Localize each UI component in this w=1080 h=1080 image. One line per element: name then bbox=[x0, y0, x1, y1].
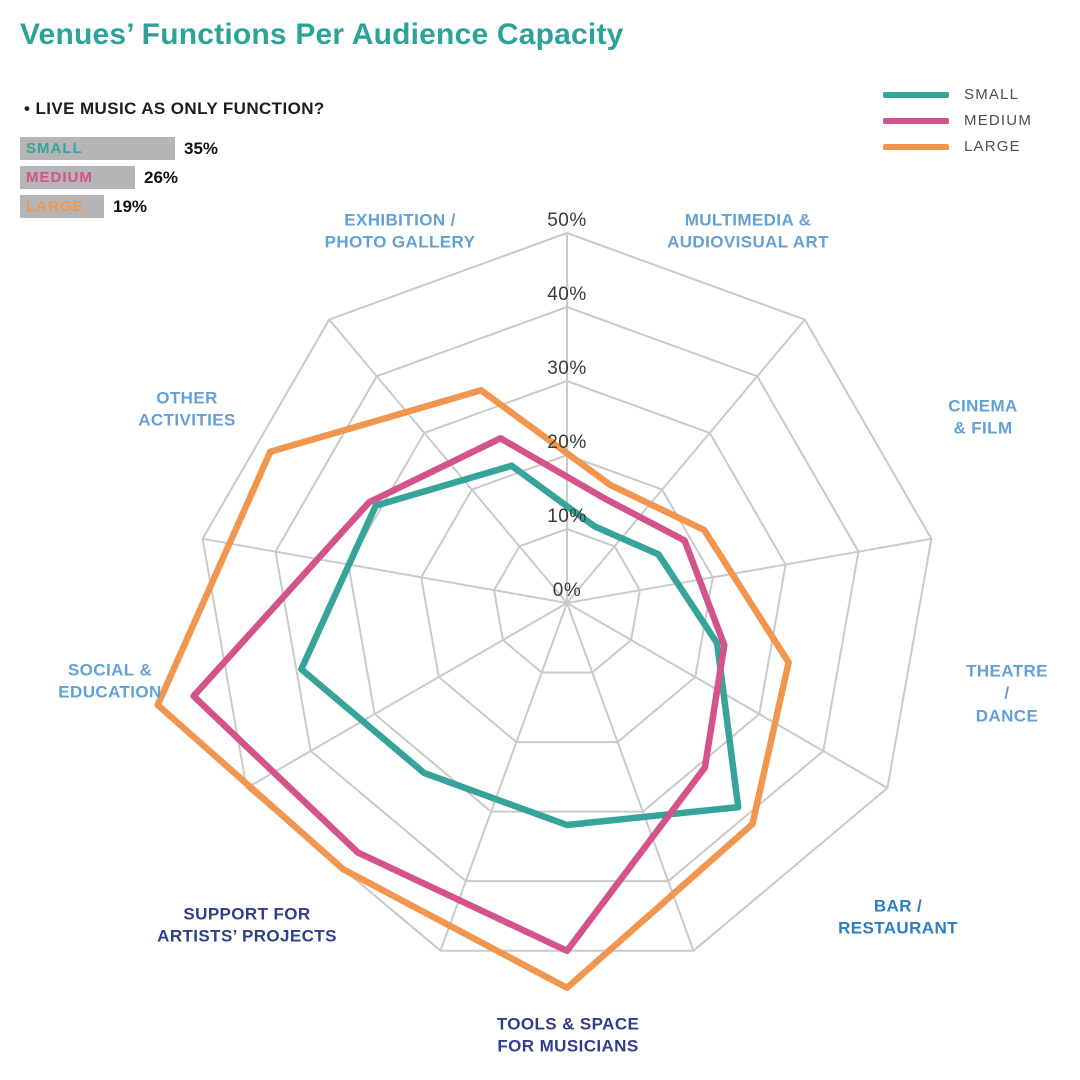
grid-spoke bbox=[566, 602, 695, 952]
grid-ring-10 bbox=[493, 527, 641, 674]
radial-tick-label-10pct: 10% bbox=[547, 506, 587, 527]
radial-tick-label-30pct: 30% bbox=[547, 358, 587, 379]
radial-tick-label-50pct: 50% bbox=[547, 210, 587, 231]
side-chart-heading: • LIVE MUSIC AS ONLY FUNCTION? bbox=[24, 99, 325, 118]
legend-label: LARGE bbox=[964, 138, 1021, 155]
bar-row-small: SMALL 35% bbox=[20, 137, 218, 160]
category-label-8: OTHER ACTIVITIES bbox=[138, 388, 236, 430]
series-polygon-small bbox=[298, 462, 742, 829]
bar-row-large: LARGE 19% bbox=[20, 195, 218, 218]
bar-label: SMALL bbox=[26, 140, 83, 157]
legend-item-small: SMALL bbox=[883, 86, 1032, 103]
grid-ring-20 bbox=[420, 453, 714, 744]
bar-medium: MEDIUM bbox=[20, 166, 135, 189]
radial-tick-label-40pct: 40% bbox=[547, 284, 587, 305]
legend-swatch-large bbox=[883, 143, 949, 150]
grid-ring-40 bbox=[274, 305, 860, 883]
category-label-2: CINEMA & FILM bbox=[948, 396, 1018, 438]
category-label-0: EXHIBITION / PHOTO GALLERY bbox=[324, 210, 476, 252]
bar-label: MEDIUM bbox=[26, 169, 93, 186]
legend-item-large: LARGE bbox=[883, 138, 1032, 155]
page-title: Venues’ Functions Per Audience Capacity bbox=[20, 18, 624, 51]
series-polygon-large bbox=[154, 387, 792, 992]
category-label-3: THEATRE / DANCE bbox=[966, 661, 1048, 726]
legend-item-medium: MEDIUM bbox=[883, 112, 1033, 129]
bar-row-medium: MEDIUM 26% bbox=[20, 166, 218, 189]
grid-spoke bbox=[439, 602, 568, 952]
radial-tick-label-20pct: 20% bbox=[547, 432, 587, 453]
legend-label: SMALL bbox=[964, 86, 1020, 103]
grid-spoke bbox=[202, 537, 568, 604]
category-label-1: MULTIMEDIA & AUDIOVISUAL ART bbox=[667, 210, 829, 252]
bar-value: 19% bbox=[113, 196, 148, 216]
bar-value: 35% bbox=[184, 138, 219, 158]
bar-small: SMALL bbox=[20, 137, 175, 160]
grid-spoke bbox=[246, 602, 568, 789]
legend-label: MEDIUM bbox=[964, 112, 1033, 129]
category-label-7: SOCIAL & EDUCATION bbox=[58, 660, 162, 702]
radial-tick-label-0pct: 0% bbox=[552, 580, 582, 601]
category-label-5: TOOLS & SPACE FOR MUSICIANS bbox=[496, 1014, 640, 1056]
grid-spoke bbox=[566, 318, 806, 604]
bar-value: 26% bbox=[144, 167, 179, 187]
legend-swatch-medium bbox=[883, 117, 949, 124]
grid-spoke bbox=[566, 537, 932, 604]
live-music-bar-chart: SMALL 35% MEDIUM 26% LARGE 19% bbox=[20, 137, 218, 224]
category-label-6: SUPPORT FOR ARTISTS’ PROJECTS bbox=[157, 904, 337, 946]
legend: SMALL MEDIUM LARGE bbox=[883, 86, 1033, 166]
bar-label: LARGE bbox=[26, 198, 84, 215]
category-label-4: BAR / RESTAURANT bbox=[838, 896, 958, 938]
grid-ring-30 bbox=[347, 379, 787, 813]
series-polygon-medium bbox=[190, 435, 728, 955]
grid-spoke bbox=[566, 602, 888, 789]
bar-large: LARGE bbox=[20, 195, 104, 218]
legend-swatch-small bbox=[883, 91, 949, 98]
